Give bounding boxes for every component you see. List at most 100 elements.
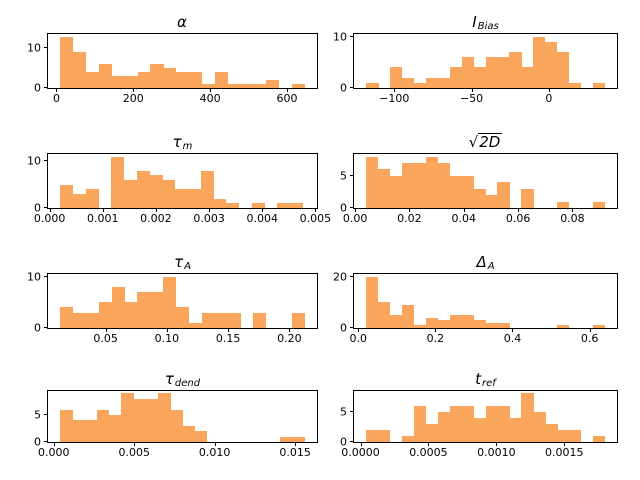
histogram-bar <box>497 182 510 208</box>
histogram-bar <box>226 203 240 208</box>
x-tick-mark <box>496 442 498 446</box>
x-tick-label: 0.10 <box>154 332 180 345</box>
histogram-bar <box>194 431 208 442</box>
histogram-bar <box>449 315 462 328</box>
histogram-bar <box>473 188 486 208</box>
histogram-bar <box>533 36 546 88</box>
histogram-bar <box>98 302 113 328</box>
title-text: 2D <box>478 133 503 151</box>
x-tick-mark <box>512 328 514 332</box>
histogram-bar <box>85 312 100 328</box>
histogram-bar <box>593 435 606 442</box>
histogram-bar <box>280 436 293 442</box>
x-tick-mark <box>409 208 411 212</box>
histogram-bar <box>366 82 379 88</box>
histogram-bar <box>111 156 125 208</box>
plot-area-tau-a: 0.05 0.10 0.15 0.20 0 10 <box>27 271 318 344</box>
histogram-bar <box>413 163 427 208</box>
histogram-bar <box>485 57 498 88</box>
histogram-bar <box>413 325 427 328</box>
x-tick-mark <box>471 88 473 92</box>
y-tick-mark <box>44 47 48 49</box>
histogram-bar <box>497 405 510 442</box>
histogram-bar <box>145 398 159 442</box>
histogram-bar <box>592 82 605 88</box>
histogram-bar <box>568 82 582 88</box>
y-tick-mark <box>44 275 48 277</box>
y-tick-label: 0 <box>340 201 347 215</box>
histogram-bar <box>111 286 125 328</box>
y-tick-mark <box>44 441 48 442</box>
x-tick-label: 0.000 <box>38 446 70 459</box>
y-tick-label: 0 <box>340 435 347 449</box>
histogram-bar <box>485 195 498 208</box>
histogram-bar <box>60 307 74 328</box>
histogram-bar <box>401 435 415 442</box>
histogram-bar <box>437 411 450 442</box>
histogram-bar <box>201 84 216 88</box>
x-tick-label: 0.0015 <box>545 446 584 459</box>
histogram-bar <box>124 76 138 88</box>
x-tick-mark <box>133 88 135 92</box>
histogram-bar <box>414 82 427 88</box>
histogram-bar <box>557 325 570 328</box>
histogram-bar <box>461 57 474 88</box>
histogram-bar <box>176 72 190 88</box>
y-tick-mark <box>350 327 354 328</box>
y-tick-label: 0 <box>340 81 347 95</box>
histogram-bar <box>389 315 403 328</box>
histogram-bar <box>60 184 74 208</box>
x-tick-mark <box>435 328 437 332</box>
x-tick-mark <box>428 442 430 446</box>
x-tick-mark <box>548 88 550 92</box>
x-tick-label: 0.0005 <box>409 446 448 459</box>
histogram-alpha: α 0 200 400 600 0 10 <box>0 0 320 120</box>
histogram-bar <box>253 84 267 88</box>
histogram-bar <box>545 41 558 88</box>
x-tick-label: 0.0 <box>349 332 367 345</box>
histogram-bar <box>292 436 306 442</box>
histogram-bar <box>149 175 163 208</box>
histogram-bar <box>137 72 151 88</box>
x-tick-label: 0.0000 <box>341 446 380 459</box>
plot-area-delta-a: 0.0 0.2 0.4 0.6 0 20 <box>333 271 618 344</box>
histogram-bar <box>449 175 462 208</box>
histogram-bar <box>98 64 113 88</box>
histogram-bar <box>437 77 451 88</box>
histogram-bar <box>240 84 254 88</box>
histogram-bar <box>402 77 415 88</box>
histogram-bar <box>72 420 85 442</box>
x-tick-mark <box>287 88 289 92</box>
radical-sign: √ <box>468 133 479 151</box>
y-tick-label: 0 <box>34 81 41 95</box>
histogram-bar <box>557 429 570 442</box>
histogram-bar <box>189 72 203 88</box>
histogram-bar <box>521 67 534 88</box>
x-tick-mark <box>210 88 212 92</box>
title-text: τ <box>174 253 184 271</box>
histogram-bar <box>84 420 98 442</box>
x-tick-label: 0.003 <box>193 212 225 225</box>
y-tick-label: 0 <box>34 321 41 335</box>
y-tick-label: 20 <box>333 270 347 284</box>
y-tick-mark <box>350 174 354 176</box>
y-tick-label: 5 <box>340 405 347 419</box>
histogram-bar <box>175 189 189 208</box>
subplot-title-alpha: α <box>47 6 318 30</box>
y-tick-label: 10 <box>27 154 41 168</box>
histogram-bar <box>365 276 379 328</box>
x-tick-label: 0.4 <box>503 332 522 345</box>
y-tick-label: 5 <box>34 408 41 422</box>
title-text: t <box>475 370 482 388</box>
histogram-bar <box>291 312 306 328</box>
histogram-bar <box>425 317 438 328</box>
x-tick-label: 0.02 <box>397 212 422 225</box>
histogram-bar <box>377 302 391 328</box>
y-tick-mark <box>44 414 48 416</box>
histogram-bar <box>73 52 87 88</box>
y-tick-label: 10 <box>27 270 41 284</box>
histogram-bar <box>401 163 415 208</box>
